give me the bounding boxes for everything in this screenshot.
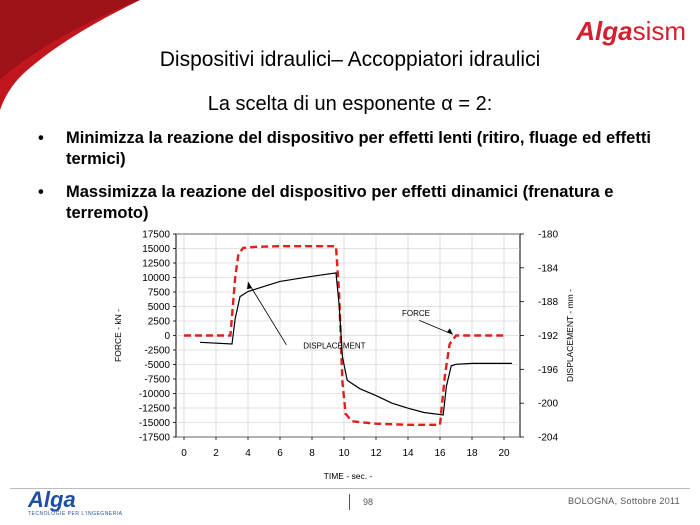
footer-logo-word: Alga [28, 487, 76, 512]
footer-divider [10, 488, 690, 489]
y2-tick-label: -188 [538, 297, 558, 308]
x-tick-label: 10 [338, 448, 350, 459]
y-tick-label: -12500 [139, 404, 171, 415]
y2-tick-label: -192 [538, 331, 558, 342]
y2-tick-label: -184 [538, 263, 558, 274]
y-tick-label: 5000 [148, 302, 171, 313]
bullet-list: • Minimizza la reazione del dispositivo p… [38, 128, 678, 236]
y-tick-label: 15000 [142, 244, 170, 255]
y2-tick-label: -204 [538, 433, 558, 444]
y-tick-label: -2500 [144, 346, 170, 357]
page-number: 98 [363, 497, 374, 507]
bullet-dot-icon: • [38, 183, 44, 201]
x-tick-label: 8 [309, 448, 315, 459]
x-tick-label: 2 [213, 448, 219, 459]
bullet-text: Massimizza la reazione del dispositivo p… [66, 183, 614, 222]
corner-swoosh-decoration [0, 0, 140, 110]
x-tick-label: 16 [434, 448, 446, 459]
x-tick-label: 0 [181, 448, 187, 459]
bullet-text: Minimizza la reazione del dispositivo pe… [66, 129, 651, 168]
force-displacement-chart: 17500 15000 12500 10000 7500 5000 2500 0 -2500 -5… [113, 230, 575, 482]
slide-subtitle: La scelta di un esponente α = 2: [207, 93, 493, 115]
arrowhead-displacement [247, 282, 252, 290]
bullet-item: • Massimizza la reazione del dispositivo … [38, 182, 678, 224]
bullet-item: • Minimizza la reazione del dispositivo p… [38, 128, 678, 170]
annotation-arrow-displacement [247, 281, 287, 345]
y-tick-label: -10000 [139, 389, 171, 400]
y-tick-label: -5000 [144, 360, 170, 371]
x-tick-label: 4 [245, 448, 251, 459]
y-tick-label: -17500 [139, 433, 171, 444]
x-tick-label: 20 [498, 448, 510, 459]
footer-logo-tagline: TECNOLOGIE PER L'INGEGNERIA [28, 511, 123, 517]
x-axis-label: TIME - sec. - [324, 471, 373, 481]
logo-sism-text: sism [632, 16, 686, 46]
series-line-force [184, 245, 504, 427]
annotation-label: FORCE [402, 309, 430, 318]
logo-alga-text: Alga [576, 16, 633, 46]
x-tick-label: 14 [402, 448, 414, 459]
footer-separator [349, 494, 350, 510]
x-tick-label: 18 [466, 448, 478, 459]
y-tick-label: 10000 [142, 273, 170, 284]
arrowhead-force [446, 328, 453, 335]
x-tick-label: 12 [370, 448, 382, 459]
y-tick-label: 0 [164, 331, 170, 342]
y2-tick-label: -200 [538, 399, 558, 410]
y-tick-label: 12500 [142, 259, 170, 270]
y-tick-label: 17500 [142, 230, 170, 241]
y-tick-label: 2500 [148, 317, 171, 328]
y2-tick-label: -180 [538, 230, 558, 241]
x-tick-label: 6 [277, 448, 283, 459]
algasism-logo: Algasism [576, 16, 686, 47]
y-axis-label: FORCE - kN - [113, 309, 123, 362]
annotation-label: DISPLACEMENT [303, 341, 365, 350]
bullet-dot-icon: • [38, 129, 44, 147]
slide-title: Dispositivi idraulici– Accoppiatori idra… [159, 48, 541, 71]
alga-footer-logo: Alga TECNOLOGIE PER L'INGEGNERIA [28, 487, 123, 518]
series-line-displacement [199, 272, 512, 416]
y-tick-label: -7500 [144, 375, 170, 386]
y-tick-label: 7500 [148, 288, 171, 299]
y2-tick-label: -196 [538, 365, 558, 376]
y2-axis-label: DISPLACEMENT - mm - [565, 289, 575, 382]
footer-location-date: BOLOGNA, Sottobre 2011 [568, 496, 680, 506]
y-tick-label: -15000 [139, 418, 171, 429]
